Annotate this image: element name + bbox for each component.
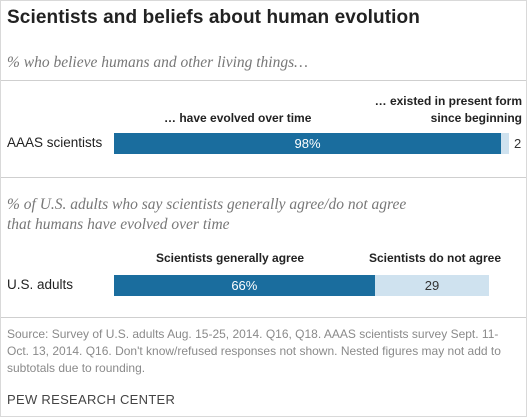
section2-row-label: U.S. adults xyxy=(7,277,74,292)
section2-subtitle-line1: % of U.S. adults who say scientists gene… xyxy=(7,196,407,213)
footer-divider xyxy=(1,317,526,318)
section1-bar-evolved: 98% xyxy=(114,133,502,154)
source-note: Source: Survey of U.S. adults Aug. 15-25… xyxy=(7,327,501,375)
section2-subtitle: % of U.S. adults who say scientists gene… xyxy=(7,195,406,235)
section2-subtitle-line2: that humans have evolved over time xyxy=(7,216,230,233)
section2-col1-header: Scientists generally agree xyxy=(156,251,305,265)
chart-title: Scientists and beliefs about human evolu… xyxy=(7,7,420,28)
section2-bar-disagree: 29 xyxy=(374,275,490,296)
section2-bar-agree: 66% xyxy=(114,275,375,296)
section1-bar-evolved-label: 98% xyxy=(294,136,321,151)
section1-col1-header: … have evolved over time xyxy=(164,111,312,125)
section1-col2-header-line1: … existed in present form xyxy=(374,94,522,108)
section1-bar-present-form-label: 2 xyxy=(514,136,522,151)
section1-col2-header-line2: since beginning xyxy=(430,111,522,125)
section1-bar-present-form xyxy=(501,133,509,154)
credit-line: PEW RESEARCH CENTER xyxy=(7,392,176,407)
section2-divider xyxy=(1,177,526,178)
section1-row-label: AAAS scientists xyxy=(7,135,103,150)
section1-subtitle: % who believe humans and other living th… xyxy=(7,54,308,71)
section1-divider xyxy=(1,80,526,81)
section2-col2-header: Scientists do not agree xyxy=(369,251,502,265)
section2-bar-disagree-label: 29 xyxy=(424,278,440,293)
section1-col2-header: … existed in present form since beginnin… xyxy=(375,94,522,125)
section2-bar-agree-label: 66% xyxy=(231,278,258,293)
